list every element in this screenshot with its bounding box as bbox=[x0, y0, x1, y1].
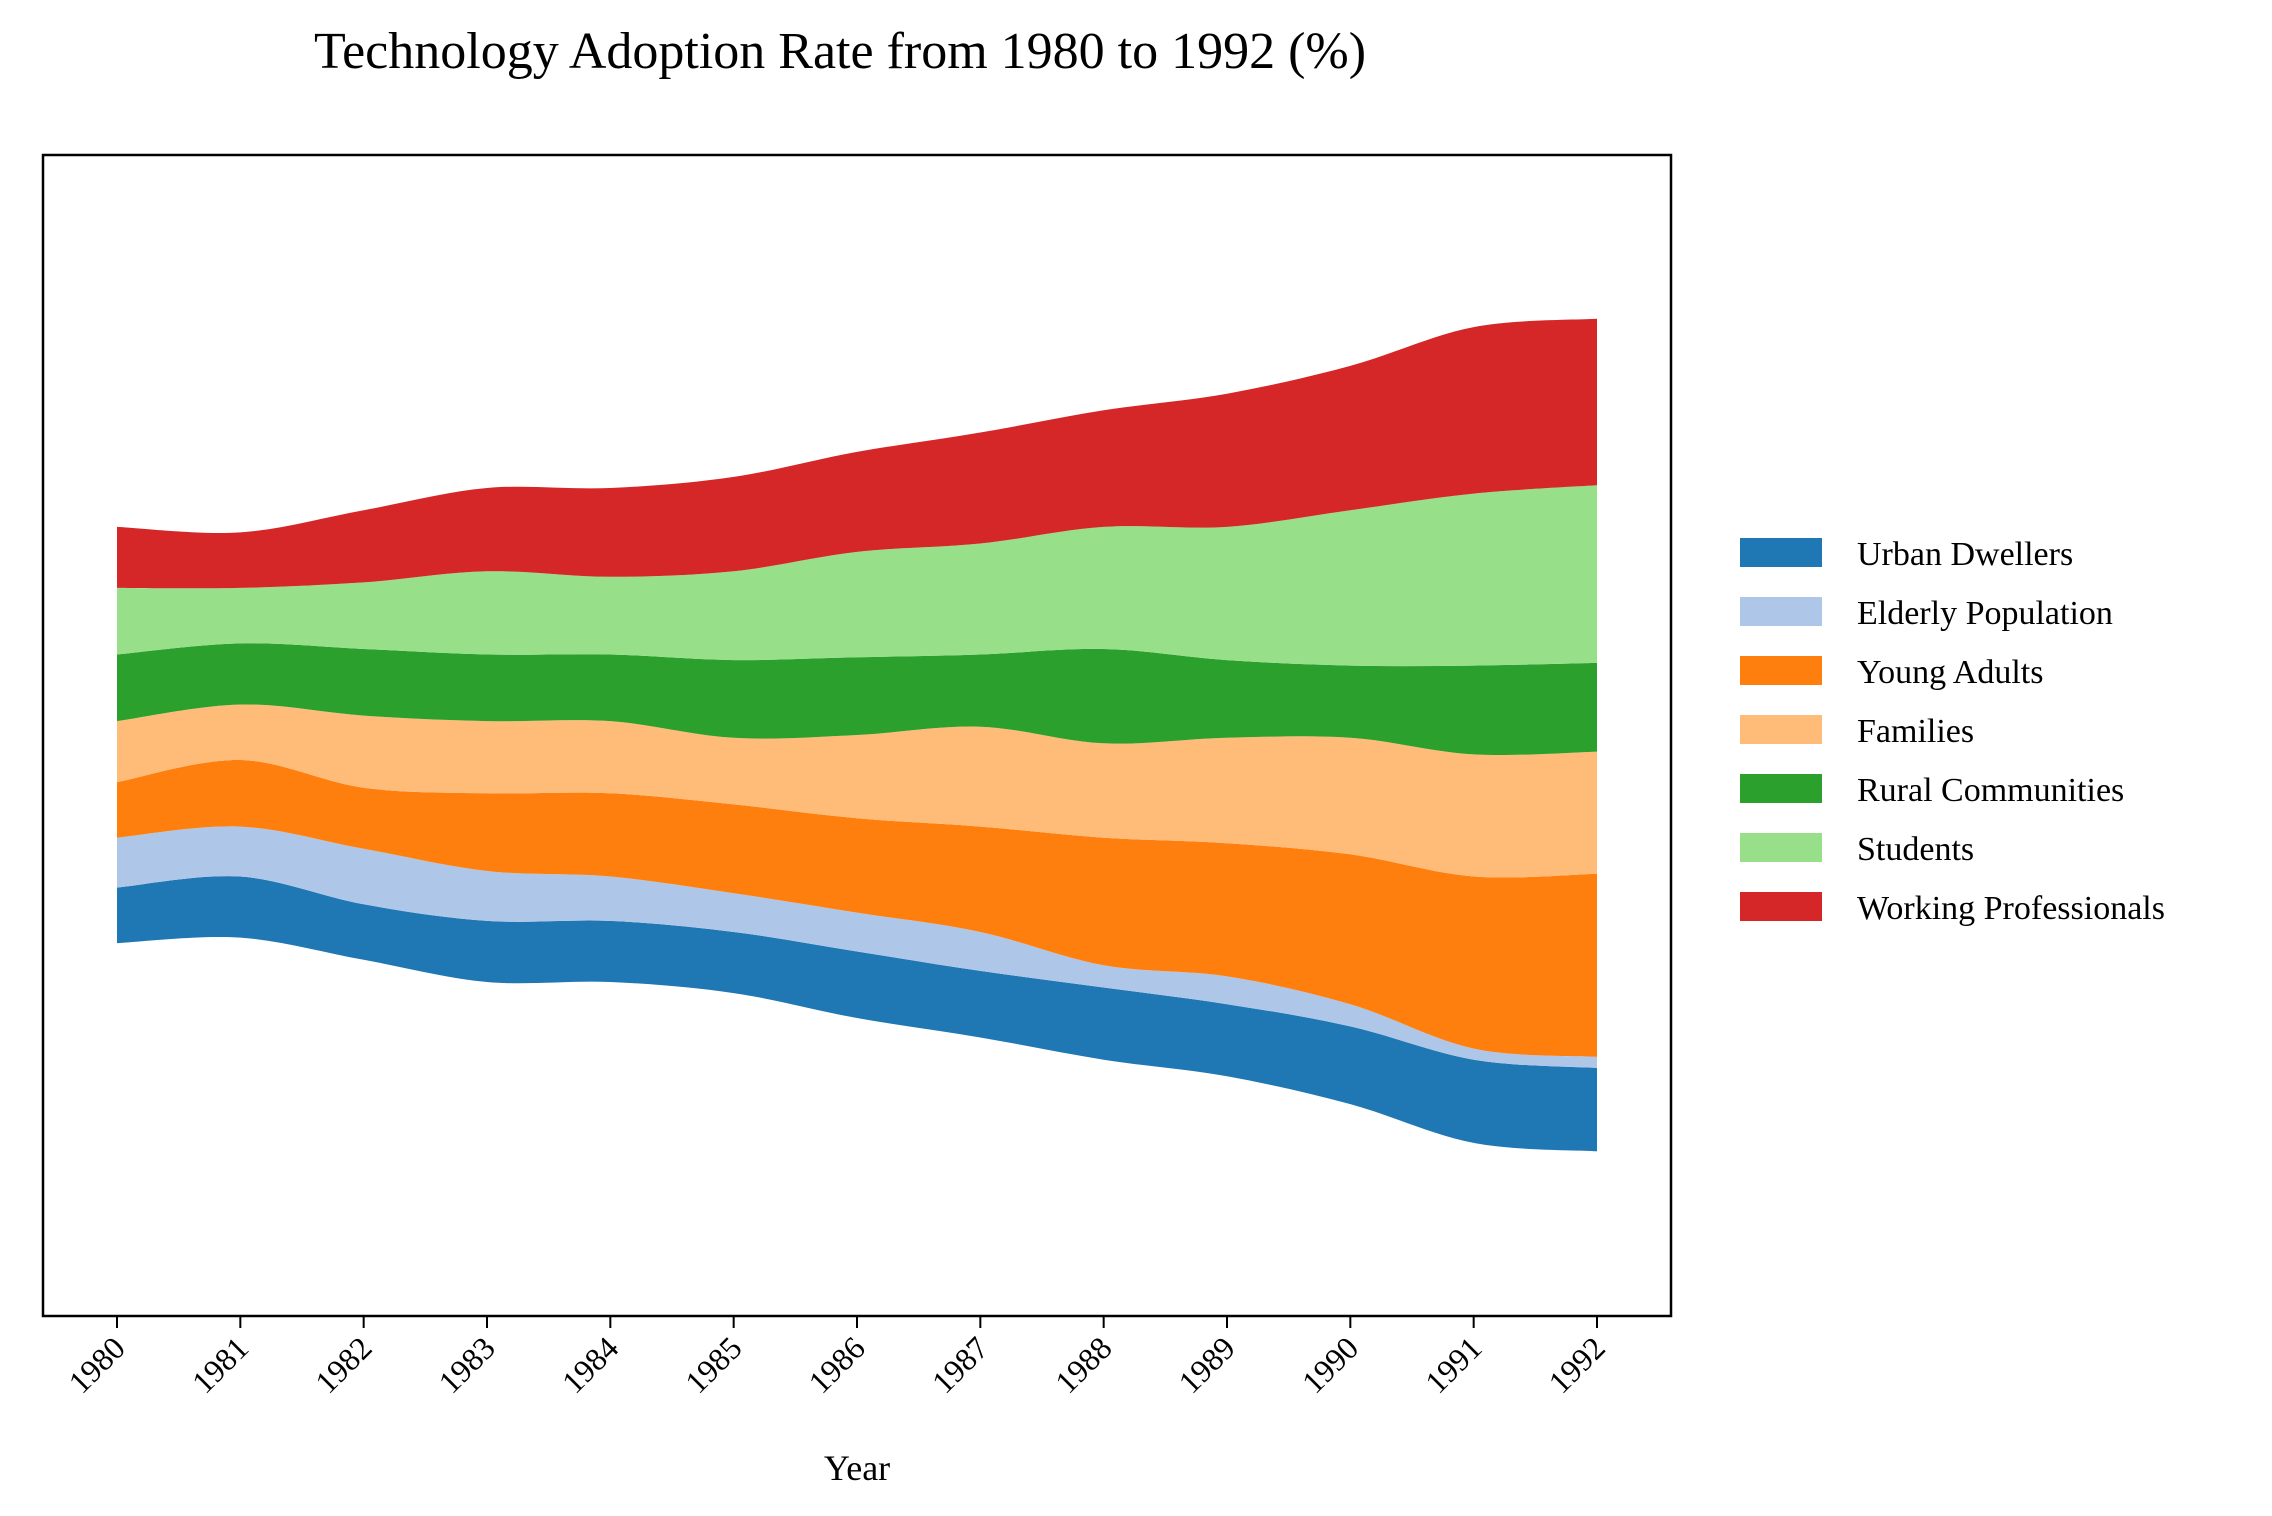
x-tick-label: 1990 bbox=[1295, 1329, 1366, 1400]
legend-label: Urban Dwellers bbox=[1857, 536, 2073, 573]
x-axis-ticks: 1980 1981 1982 1983 1984 1985 1986 1987 1988 1989… bbox=[61, 1316, 1612, 1400]
legend-label: Young Adults bbox=[1857, 654, 2043, 691]
legend-label: Rural Communities bbox=[1857, 772, 2124, 809]
stream-area-students bbox=[117, 485, 1597, 667]
x-tick-label: 1987 bbox=[925, 1329, 996, 1400]
x-tick-label: 1982 bbox=[308, 1329, 379, 1400]
x-axis-label: Year bbox=[824, 1448, 890, 1488]
stream-areas bbox=[117, 318, 1597, 1152]
legend-swatch bbox=[1740, 656, 1822, 685]
stream-area-young-adults bbox=[117, 759, 1597, 1057]
x-tick-label: 1984 bbox=[555, 1329, 626, 1400]
legend-swatch bbox=[1740, 597, 1822, 626]
x-tick-label: 1981 bbox=[185, 1329, 256, 1400]
legend-swatch bbox=[1740, 538, 1822, 567]
legend-label: Working Professionals bbox=[1857, 890, 2165, 927]
x-tick-label: 1989 bbox=[1171, 1329, 1242, 1400]
chart-title: Technology Adoption Rate from 1980 to 19… bbox=[314, 23, 1366, 80]
legend-swatch bbox=[1740, 892, 1822, 921]
x-tick-label: 1992 bbox=[1541, 1329, 1612, 1400]
x-tick-label: 1985 bbox=[678, 1329, 749, 1400]
stream-area-working-professionals bbox=[117, 318, 1597, 589]
legend-label: Elderly Population bbox=[1857, 595, 2113, 632]
stream-area-urban-dwellers bbox=[117, 876, 1597, 1152]
legend-swatch bbox=[1740, 715, 1822, 744]
legend-label: Families bbox=[1857, 713, 1974, 750]
stream-area-elderly-population bbox=[117, 826, 1597, 1068]
legend-swatch bbox=[1740, 833, 1822, 862]
stream-area-rural-communities bbox=[117, 643, 1597, 756]
stream-area-families bbox=[117, 704, 1597, 878]
x-tick-label: 1991 bbox=[1418, 1329, 1489, 1400]
legend-label: Students bbox=[1857, 831, 1974, 868]
x-tick-label: 1983 bbox=[431, 1329, 502, 1400]
legend-swatch bbox=[1740, 774, 1822, 803]
x-tick-label: 1988 bbox=[1048, 1329, 1119, 1400]
x-tick-label: 1986 bbox=[801, 1329, 872, 1400]
legend: Urban Dwellers Elderly Population Young Ad… bbox=[1740, 536, 2165, 927]
x-tick-label: 1980 bbox=[61, 1329, 132, 1400]
